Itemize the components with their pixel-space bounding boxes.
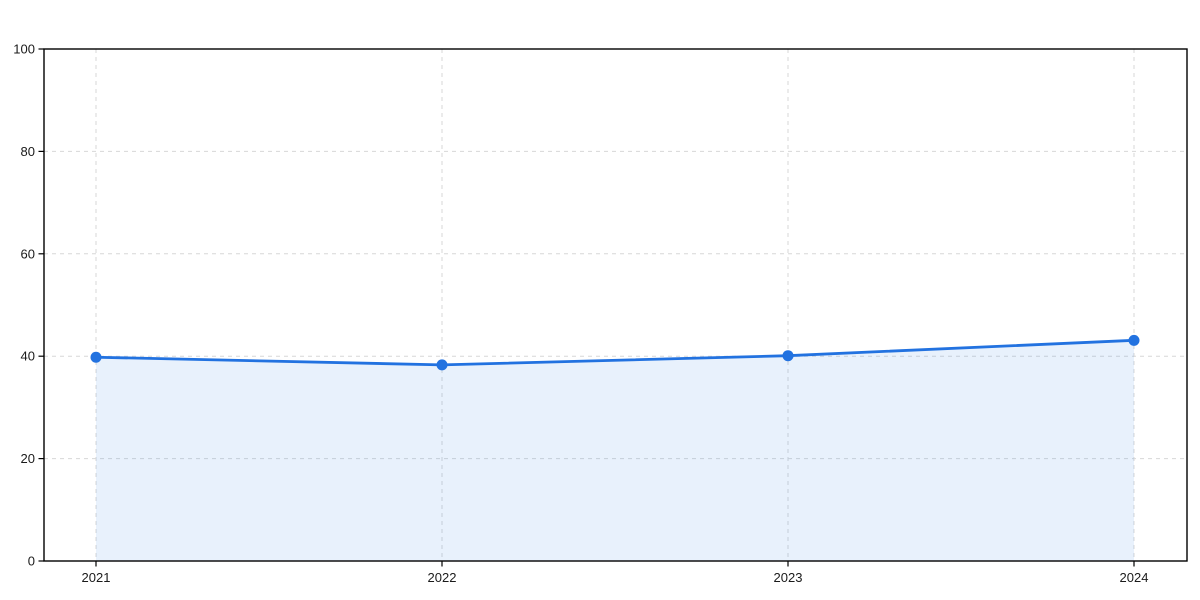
y-tick-label: 20 [21,451,35,466]
x-tick-label: 2023 [774,570,803,585]
plot-frame [43,48,1188,562]
y-tick-label: 60 [21,246,35,261]
y-tick-label: 40 [21,349,35,364]
y-tick-label: 80 [21,144,35,159]
x-tick-label: 2021 [82,570,111,585]
trend-line [94,338,1136,367]
y-tick-label: 0 [28,554,35,569]
data-point-2023 [782,350,794,362]
data-point-2021 [90,351,102,363]
data-point-2024 [1128,334,1140,346]
area-fill [96,340,1134,561]
x-tick-label: 2022 [428,570,457,585]
y-tick-label: 100 [13,42,35,57]
x-tick-label: 2024 [1120,570,1149,585]
data-point-2022 [436,359,448,371]
